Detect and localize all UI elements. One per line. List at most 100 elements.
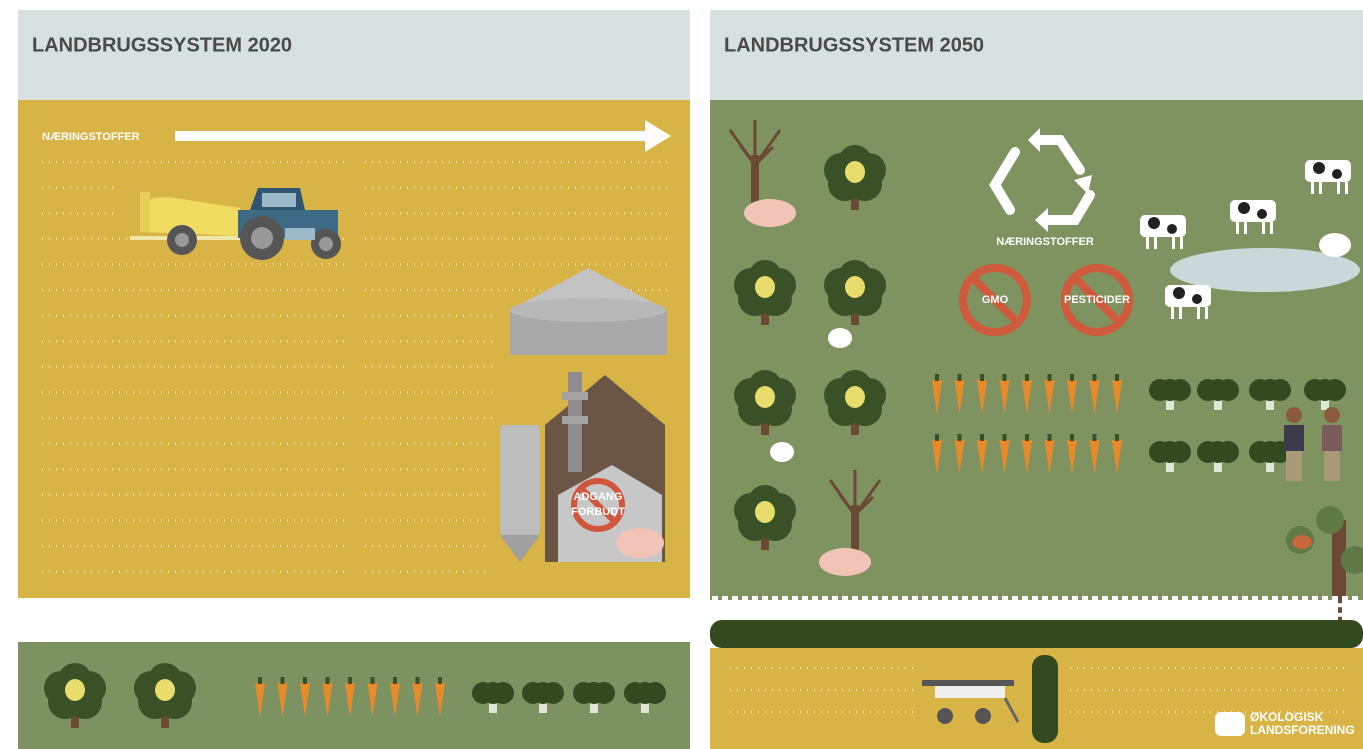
carrot-top [1070, 374, 1074, 381]
picket [500, 598, 506, 640]
picket [1172, 596, 1178, 620]
leg [1262, 222, 1265, 234]
logo [1215, 712, 1245, 736]
leg [1236, 222, 1239, 234]
picket [1142, 596, 1148, 620]
picket [1052, 596, 1058, 620]
picket [70, 598, 76, 640]
leg [1197, 307, 1200, 319]
carrot-top [1003, 434, 1007, 441]
leg [1180, 237, 1183, 249]
carrot-top [958, 374, 962, 381]
head [1286, 407, 1302, 423]
carrot-top [281, 677, 285, 684]
picket [410, 598, 416, 640]
floret [1169, 441, 1191, 463]
picket [250, 598, 256, 640]
picket [90, 598, 96, 640]
leg [1244, 222, 1247, 234]
carrot-top [1025, 374, 1029, 381]
picket [160, 598, 166, 640]
leg [1171, 307, 1174, 319]
carrot-top [1070, 434, 1074, 441]
picket [812, 596, 818, 620]
picket [912, 596, 918, 620]
leg [1179, 307, 1182, 319]
carrot-top [348, 677, 352, 684]
picket [1292, 596, 1298, 620]
picket [1222, 596, 1228, 620]
floret [1169, 379, 1191, 401]
picket [1212, 596, 1218, 620]
picket [590, 598, 596, 640]
picket [570, 598, 576, 640]
picket [220, 598, 226, 640]
leg [1146, 237, 1149, 249]
head [1324, 407, 1340, 423]
body [1284, 425, 1304, 451]
carrot-top [1093, 374, 1097, 381]
picket [530, 598, 536, 640]
pig [819, 548, 871, 576]
picket [550, 598, 556, 640]
picket [922, 596, 928, 620]
spot [1313, 162, 1325, 174]
picket [390, 598, 396, 640]
body [1322, 425, 1342, 451]
carrot-top [303, 677, 307, 684]
picket [982, 596, 988, 620]
carrot-top [1093, 434, 1097, 441]
picket [490, 598, 496, 640]
picket [752, 596, 758, 620]
hedge [710, 620, 1363, 648]
legs [1324, 451, 1340, 481]
apple [155, 679, 175, 701]
picket [660, 598, 666, 640]
picket [110, 598, 116, 640]
sign-line: ADGANG [574, 491, 623, 503]
picket [1182, 596, 1188, 620]
picket [440, 598, 446, 640]
legs [1286, 451, 1302, 481]
picket [1242, 596, 1248, 620]
picket [1062, 596, 1068, 620]
picket [280, 598, 286, 640]
picket [1162, 596, 1168, 620]
carrot-top [1048, 434, 1052, 441]
picket [1012, 596, 1018, 620]
apple [845, 386, 865, 408]
ban-label: GMO [982, 294, 1009, 306]
picket [1332, 596, 1338, 620]
picket [120, 598, 126, 640]
picket [872, 596, 878, 620]
picket [430, 598, 436, 640]
picket [782, 596, 788, 620]
cycle-label: NÆRINGSTOFFER [996, 236, 1094, 248]
picket [620, 598, 626, 640]
picket [1342, 596, 1348, 620]
picket [300, 598, 306, 640]
spot [1238, 202, 1250, 214]
picket [640, 598, 646, 640]
chicken [828, 328, 852, 348]
carrot-top [371, 677, 375, 684]
picket [1202, 596, 1208, 620]
floret [542, 682, 564, 704]
carrot-top [1048, 374, 1052, 381]
leg [1205, 307, 1208, 319]
picket [20, 598, 26, 640]
spot [1173, 287, 1185, 299]
picket [170, 598, 176, 640]
carrot-top [1115, 434, 1119, 441]
picket [1252, 596, 1258, 620]
picket [190, 598, 196, 640]
picket [1192, 596, 1198, 620]
picket [420, 598, 426, 640]
spot [1148, 217, 1160, 229]
picket [540, 598, 546, 640]
arrow [175, 131, 645, 141]
carrot-top [1115, 374, 1119, 381]
picket [732, 596, 738, 620]
picket [892, 596, 898, 620]
picket [962, 596, 968, 620]
